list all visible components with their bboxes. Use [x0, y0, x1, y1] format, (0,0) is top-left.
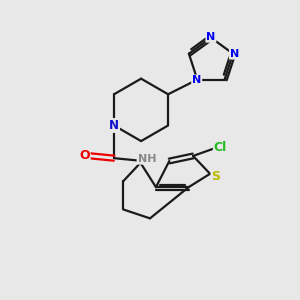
Text: Cl: Cl — [214, 140, 227, 154]
Text: N: N — [230, 49, 239, 59]
Text: S: S — [212, 170, 220, 183]
Text: N: N — [192, 76, 201, 85]
Text: O: O — [79, 149, 90, 162]
Text: NH: NH — [137, 154, 156, 164]
Text: N: N — [109, 119, 119, 132]
Text: N: N — [206, 32, 216, 42]
